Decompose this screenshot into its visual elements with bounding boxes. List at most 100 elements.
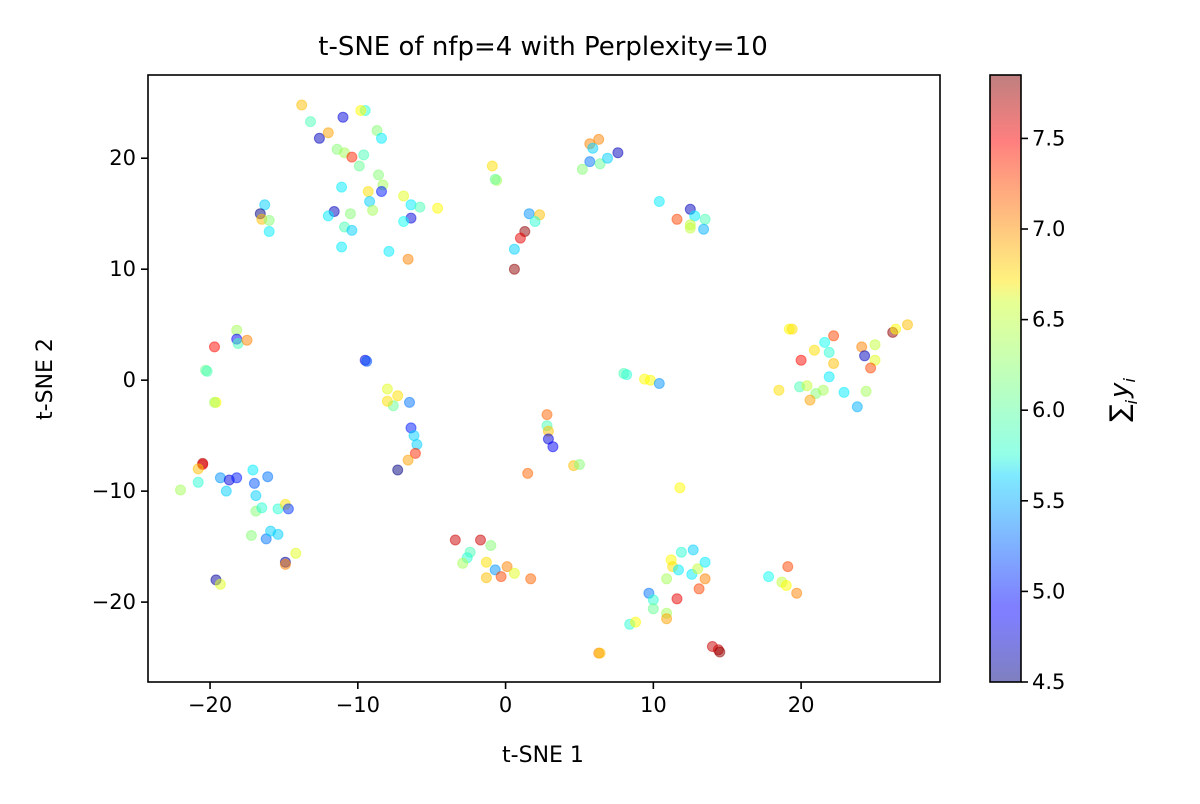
scatter-point	[675, 546, 687, 558]
colorbar-tick-label: 5.5	[1032, 489, 1065, 513]
scatter-point	[890, 323, 902, 335]
scatter-point	[584, 156, 596, 168]
scatter-point	[373, 169, 384, 181]
scatter-point	[362, 186, 374, 197]
scatter-point	[489, 173, 501, 185]
scatter-point	[376, 132, 387, 144]
x-tick-label: −10	[336, 693, 380, 717]
colorbar-tick-label: 6.0	[1032, 398, 1065, 422]
scatter-point	[673, 564, 684, 576]
scatter-point	[574, 459, 585, 470]
scatter-point	[823, 346, 835, 358]
scatter-point	[684, 222, 696, 234]
scatter-point	[602, 152, 613, 164]
scatter-point	[361, 355, 373, 367]
scatter-point	[392, 464, 404, 476]
colorbar-frame	[989, 74, 1022, 683]
scatter-point	[336, 181, 348, 193]
scatter-point	[763, 571, 775, 583]
scatter-point	[501, 561, 513, 573]
colorbar: 4.55.05.56.06.57.07.5∑iyi	[989, 74, 1141, 694]
scatter-point	[245, 530, 257, 541]
y-tick-label: 0	[123, 368, 136, 392]
y-axis-label: t-SNE 2	[33, 338, 58, 420]
scatter-point	[392, 390, 404, 402]
scatter-point	[576, 163, 588, 175]
scatter-point	[305, 116, 316, 128]
scatter-point	[851, 401, 863, 413]
scatter-point	[647, 603, 659, 615]
scatter-point	[231, 472, 243, 484]
scatter-point	[322, 210, 334, 222]
scatter-point	[594, 647, 606, 659]
scatter-point	[346, 151, 358, 163]
scatter-point	[449, 534, 461, 546]
colorbar-tick-label: 6.5	[1032, 308, 1065, 332]
scatter-point	[263, 214, 275, 226]
scatter-point	[819, 336, 831, 348]
scatter-point	[262, 471, 274, 483]
scatter-point	[612, 147, 624, 159]
scatter-point	[214, 472, 226, 484]
scatter-point	[367, 204, 379, 216]
colorbar-tick-label: 7.0	[1032, 217, 1065, 241]
plot-frame	[147, 74, 941, 683]
scatter-point	[508, 263, 520, 275]
colorbar-label-y-subscript: i	[1120, 378, 1139, 383]
scatter-point	[402, 454, 414, 466]
scatter-point	[495, 571, 507, 583]
scatter-point	[414, 201, 426, 213]
scatter-point	[687, 544, 699, 556]
scatter-point	[486, 160, 498, 172]
scatter-point	[902, 319, 913, 331]
scatter-point	[279, 558, 291, 570]
scatter-point	[671, 593, 683, 605]
scatter-point	[263, 226, 275, 237]
y-tick-label: 10	[109, 257, 136, 281]
scatter-point	[214, 578, 226, 590]
scatter-point	[828, 358, 840, 369]
scatter-point	[381, 395, 393, 407]
scatter-point	[457, 557, 469, 569]
scatter-point	[250, 490, 262, 502]
scatter-point	[192, 463, 204, 475]
scatter-point	[409, 447, 421, 459]
y-tick-label: −20	[92, 590, 136, 614]
scatter-point	[653, 378, 665, 389]
scatter-point	[398, 190, 410, 202]
scatter-point	[714, 646, 726, 658]
scatter-point	[525, 573, 537, 585]
scatter-point	[209, 396, 220, 408]
scatter-point	[801, 380, 813, 392]
scatter-point	[209, 341, 220, 353]
scatter-point	[699, 573, 711, 585]
points-layer	[175, 99, 913, 659]
scatter-point	[201, 365, 213, 377]
scatter-point	[838, 386, 850, 398]
x-tick-label: 10	[640, 693, 667, 717]
scatter-point	[869, 339, 881, 351]
scatter-point	[791, 587, 803, 599]
scatter-point	[529, 216, 541, 227]
scatter-point	[480, 572, 492, 584]
scatter-point	[411, 439, 423, 450]
scatter-point	[508, 243, 520, 255]
scatter-point	[817, 384, 829, 396]
scatter-point	[786, 323, 798, 335]
scatter-point	[692, 563, 704, 575]
scatter-point	[296, 99, 308, 111]
x-tick-label: 0	[499, 693, 512, 717]
scatter-point	[247, 464, 259, 476]
scatter-point	[593, 133, 605, 145]
colorbar-tick-label: 7.5	[1032, 126, 1065, 150]
scatter-point	[259, 199, 271, 211]
scatter-point	[256, 502, 268, 514]
scatter-point	[241, 334, 253, 346]
scatter-point	[661, 613, 673, 625]
scatter-point	[358, 149, 370, 161]
chart-title: t-SNE of nfp=4 with Perplexity=10	[318, 32, 767, 62]
scatter-point	[514, 232, 526, 244]
scatter-point	[865, 362, 877, 374]
x-axis-label: t-SNE 1	[502, 743, 584, 768]
